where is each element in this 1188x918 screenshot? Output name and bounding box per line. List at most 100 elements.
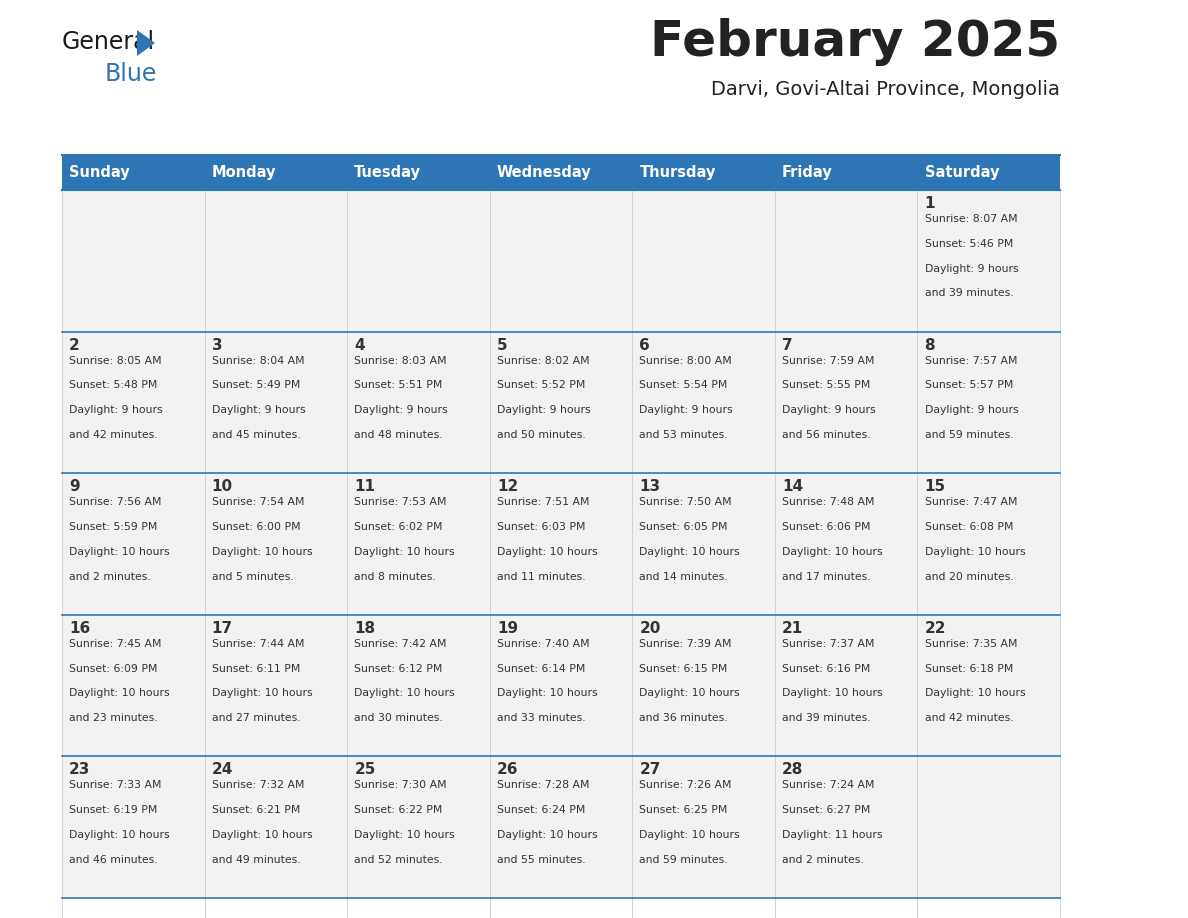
Text: Daylight: 10 hours: Daylight: 10 hours bbox=[69, 830, 170, 840]
Text: Daylight: 10 hours: Daylight: 10 hours bbox=[639, 688, 740, 699]
Text: Sunrise: 7:57 AM: Sunrise: 7:57 AM bbox=[924, 355, 1017, 365]
Text: Daylight: 10 hours: Daylight: 10 hours bbox=[497, 688, 598, 699]
Text: 8: 8 bbox=[924, 338, 935, 353]
Text: 13: 13 bbox=[639, 479, 661, 494]
Text: Daylight: 9 hours: Daylight: 9 hours bbox=[497, 405, 590, 415]
Bar bbox=[204, 756, 347, 898]
Text: 26: 26 bbox=[497, 763, 518, 778]
Bar bbox=[775, 473, 917, 615]
Text: Sunset: 5:55 PM: Sunset: 5:55 PM bbox=[782, 380, 871, 390]
Bar bbox=[62, 473, 204, 615]
Text: Sunset: 6:11 PM: Sunset: 6:11 PM bbox=[211, 664, 301, 674]
Text: Sunset: 6:19 PM: Sunset: 6:19 PM bbox=[69, 805, 158, 815]
Bar bbox=[347, 756, 489, 898]
Text: 15: 15 bbox=[924, 479, 946, 494]
Text: 7: 7 bbox=[782, 338, 792, 353]
Text: Sunrise: 7:53 AM: Sunrise: 7:53 AM bbox=[354, 498, 447, 508]
Text: Sunset: 6:14 PM: Sunset: 6:14 PM bbox=[497, 664, 586, 674]
Text: 27: 27 bbox=[639, 763, 661, 778]
Text: and 59 minutes.: and 59 minutes. bbox=[924, 430, 1013, 440]
Text: 4: 4 bbox=[354, 338, 365, 353]
Bar bbox=[62, 756, 204, 898]
Text: Sunrise: 8:04 AM: Sunrise: 8:04 AM bbox=[211, 355, 304, 365]
Text: Daylight: 10 hours: Daylight: 10 hours bbox=[211, 688, 312, 699]
Text: Sunrise: 7:30 AM: Sunrise: 7:30 AM bbox=[354, 780, 447, 790]
Bar bbox=[632, 473, 775, 615]
Bar bbox=[775, 331, 917, 473]
Text: Sunset: 5:46 PM: Sunset: 5:46 PM bbox=[924, 239, 1013, 249]
Text: and 48 minutes.: and 48 minutes. bbox=[354, 430, 443, 440]
Text: Sunrise: 7:26 AM: Sunrise: 7:26 AM bbox=[639, 780, 732, 790]
Text: Daylight: 9 hours: Daylight: 9 hours bbox=[924, 263, 1018, 274]
Bar bbox=[347, 473, 489, 615]
Text: Daylight: 10 hours: Daylight: 10 hours bbox=[354, 830, 455, 840]
Text: Daylight: 10 hours: Daylight: 10 hours bbox=[782, 688, 883, 699]
Bar bbox=[204, 615, 347, 756]
Text: Darvi, Govi-Altai Province, Mongolia: Darvi, Govi-Altai Province, Mongolia bbox=[712, 80, 1060, 99]
Bar bbox=[917, 331, 1060, 473]
Bar bbox=[489, 473, 632, 615]
Text: 3: 3 bbox=[211, 338, 222, 353]
Bar bbox=[204, 190, 347, 331]
Text: and 45 minutes.: and 45 minutes. bbox=[211, 430, 301, 440]
Text: Sunset: 5:49 PM: Sunset: 5:49 PM bbox=[211, 380, 301, 390]
Text: 11: 11 bbox=[354, 479, 375, 494]
Text: Daylight: 10 hours: Daylight: 10 hours bbox=[924, 688, 1025, 699]
Text: Sunrise: 7:40 AM: Sunrise: 7:40 AM bbox=[497, 639, 589, 649]
Text: Sunset: 6:24 PM: Sunset: 6:24 PM bbox=[497, 805, 586, 815]
Text: Sunset: 6:02 PM: Sunset: 6:02 PM bbox=[354, 522, 443, 532]
Text: and 42 minutes.: and 42 minutes. bbox=[69, 430, 158, 440]
Text: and 55 minutes.: and 55 minutes. bbox=[497, 855, 586, 865]
Bar bbox=[775, 615, 917, 756]
Bar bbox=[489, 615, 632, 756]
Text: and 20 minutes.: and 20 minutes. bbox=[924, 572, 1013, 581]
Text: 5: 5 bbox=[497, 338, 507, 353]
Text: Daylight: 9 hours: Daylight: 9 hours bbox=[211, 405, 305, 415]
Text: Sunset: 6:08 PM: Sunset: 6:08 PM bbox=[924, 522, 1013, 532]
Text: Blue: Blue bbox=[105, 62, 157, 86]
Text: Daylight: 9 hours: Daylight: 9 hours bbox=[639, 405, 733, 415]
Text: and 49 minutes.: and 49 minutes. bbox=[211, 855, 301, 865]
Text: and 59 minutes.: and 59 minutes. bbox=[639, 855, 728, 865]
Text: 21: 21 bbox=[782, 621, 803, 636]
Bar bbox=[489, 190, 632, 331]
Bar bbox=[204, 331, 347, 473]
Text: Daylight: 10 hours: Daylight: 10 hours bbox=[924, 547, 1025, 556]
Text: Monday: Monday bbox=[211, 165, 276, 180]
Text: Sunrise: 7:28 AM: Sunrise: 7:28 AM bbox=[497, 780, 589, 790]
Text: Daylight: 10 hours: Daylight: 10 hours bbox=[354, 688, 455, 699]
Text: Sunset: 5:48 PM: Sunset: 5:48 PM bbox=[69, 380, 158, 390]
Text: Sunset: 5:52 PM: Sunset: 5:52 PM bbox=[497, 380, 586, 390]
Bar bbox=[62, 155, 1060, 190]
Text: and 39 minutes.: and 39 minutes. bbox=[782, 713, 871, 723]
Text: and 27 minutes.: and 27 minutes. bbox=[211, 713, 301, 723]
Text: Sunset: 5:57 PM: Sunset: 5:57 PM bbox=[924, 380, 1013, 390]
Text: 6: 6 bbox=[639, 338, 650, 353]
Bar bbox=[917, 190, 1060, 331]
Text: and 42 minutes.: and 42 minutes. bbox=[924, 713, 1013, 723]
Text: Daylight: 9 hours: Daylight: 9 hours bbox=[69, 405, 163, 415]
Text: 9: 9 bbox=[69, 479, 80, 494]
Text: and 52 minutes.: and 52 minutes. bbox=[354, 855, 443, 865]
Text: and 14 minutes.: and 14 minutes. bbox=[639, 572, 728, 581]
Text: Sunrise: 7:35 AM: Sunrise: 7:35 AM bbox=[924, 639, 1017, 649]
Text: Daylight: 10 hours: Daylight: 10 hours bbox=[354, 547, 455, 556]
Text: Friday: Friday bbox=[782, 165, 833, 180]
Text: Daylight: 9 hours: Daylight: 9 hours bbox=[782, 405, 876, 415]
Text: and 50 minutes.: and 50 minutes. bbox=[497, 430, 586, 440]
Text: Saturday: Saturday bbox=[924, 165, 999, 180]
Text: Sunset: 6:25 PM: Sunset: 6:25 PM bbox=[639, 805, 728, 815]
Text: Sunset: 6:22 PM: Sunset: 6:22 PM bbox=[354, 805, 443, 815]
Text: Sunrise: 8:02 AM: Sunrise: 8:02 AM bbox=[497, 355, 589, 365]
Bar bbox=[347, 331, 489, 473]
Text: and 36 minutes.: and 36 minutes. bbox=[639, 713, 728, 723]
Text: Sunrise: 7:33 AM: Sunrise: 7:33 AM bbox=[69, 780, 162, 790]
Text: Wednesday: Wednesday bbox=[497, 165, 592, 180]
Text: Sunset: 6:21 PM: Sunset: 6:21 PM bbox=[211, 805, 301, 815]
Bar bbox=[917, 756, 1060, 898]
Text: Daylight: 10 hours: Daylight: 10 hours bbox=[497, 547, 598, 556]
Text: Sunset: 5:59 PM: Sunset: 5:59 PM bbox=[69, 522, 158, 532]
Text: Sunrise: 7:32 AM: Sunrise: 7:32 AM bbox=[211, 780, 304, 790]
Bar bbox=[62, 331, 204, 473]
Bar bbox=[632, 190, 775, 331]
